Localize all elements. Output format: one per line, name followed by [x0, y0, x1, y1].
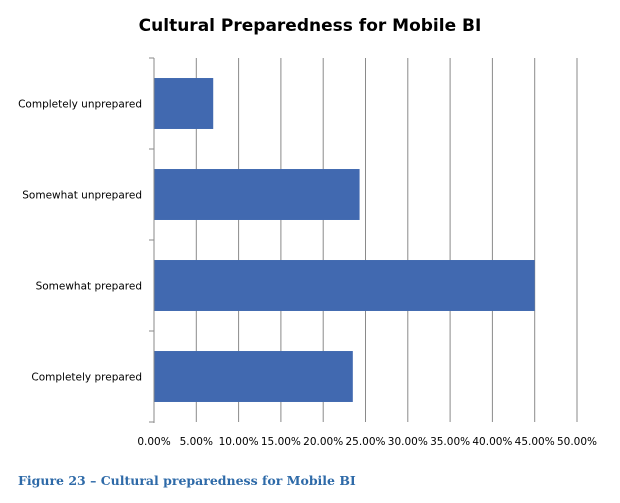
category-label: Completely prepared [31, 372, 142, 384]
bars [154, 78, 535, 402]
figure-caption: Figure 23 – Cultural preparedness for Mo… [18, 473, 356, 488]
x-tick-label: 50.00% [557, 436, 597, 448]
x-tick-label: 35.00% [430, 436, 470, 448]
x-tick-label: 40.00% [472, 436, 512, 448]
category-label: Somewhat unprepared [22, 190, 142, 202]
labels: 0.00% 5.00% 10.00% 15.00% 20.00% 25.00% 30.00%… [18, 99, 597, 449]
x-tick-label: 0.00% [137, 436, 170, 448]
x-tick-label: 30.00% [388, 436, 428, 448]
chart: Cultural Preparedness for Mobile BI 0.00… [18, 16, 597, 449]
bar [154, 260, 535, 311]
bar-chart-svg: 0.00% 5.00% 10.00% 15.00% 20.00% 25.00% 30.00%… [18, 57, 597, 449]
axes [149, 57, 155, 423]
bar [154, 351, 353, 402]
x-tick-label: 10.00% [219, 436, 259, 448]
x-tick-label: 5.00% [180, 436, 213, 448]
x-tick-label: 25.00% [345, 436, 385, 448]
x-tick-label: 15.00% [261, 436, 301, 448]
category-label: Somewhat prepared [36, 281, 142, 293]
category-label: Completely unprepared [18, 99, 142, 111]
bar [154, 78, 214, 129]
x-tick-label: 45.00% [515, 436, 555, 448]
bar [154, 169, 360, 220]
x-tick-label: 20.00% [303, 436, 343, 448]
chart-title: Cultural Preparedness for Mobile BI [138, 16, 482, 36]
